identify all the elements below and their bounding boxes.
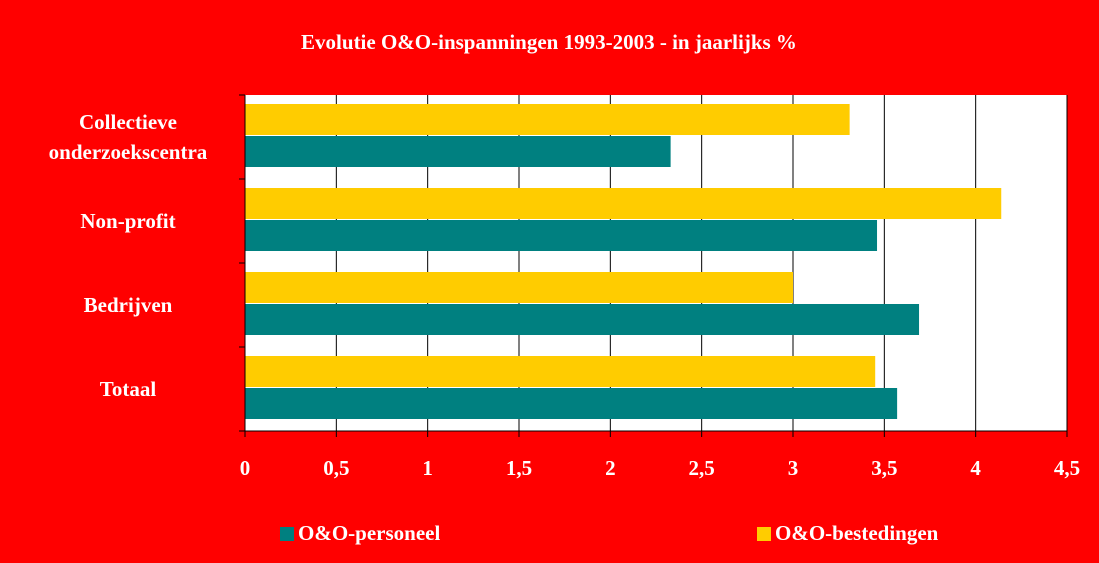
y-tick-label: Collectieve onderzoekscentra (48, 110, 208, 164)
bar (245, 304, 920, 335)
x-tick-label: 0 (240, 456, 251, 480)
x-tick-label: 4,5 (1054, 456, 1080, 480)
bar (245, 136, 671, 167)
bar (245, 220, 878, 251)
y-tick-label: Non-profit (80, 209, 176, 233)
bar (245, 188, 1002, 219)
legend-label: O&O-personeel (298, 521, 440, 545)
y-tick-label: Bedrijven (83, 293, 173, 317)
x-tick-label: 2 (605, 456, 616, 480)
legend-swatch (280, 527, 294, 541)
bar (245, 104, 850, 135)
x-tick-label: 4 (970, 456, 981, 480)
y-tick-label: Totaal (99, 377, 157, 401)
x-tick-label: 3 (788, 456, 799, 480)
bar (245, 388, 898, 419)
x-tick-label: 3,5 (871, 456, 897, 480)
x-tick-label: 0,5 (323, 456, 349, 480)
legend-label: O&O-bestedingen (775, 521, 939, 545)
x-tick-label: 1,5 (506, 456, 532, 480)
x-tick-label: 2,5 (689, 456, 715, 480)
legend-swatch (757, 527, 771, 541)
bar (245, 356, 876, 387)
x-tick-label: 1 (422, 456, 433, 480)
bar (245, 272, 793, 303)
chart-title: Evolutie O&O-inspanningen 1993-2003 - in… (301, 30, 797, 54)
